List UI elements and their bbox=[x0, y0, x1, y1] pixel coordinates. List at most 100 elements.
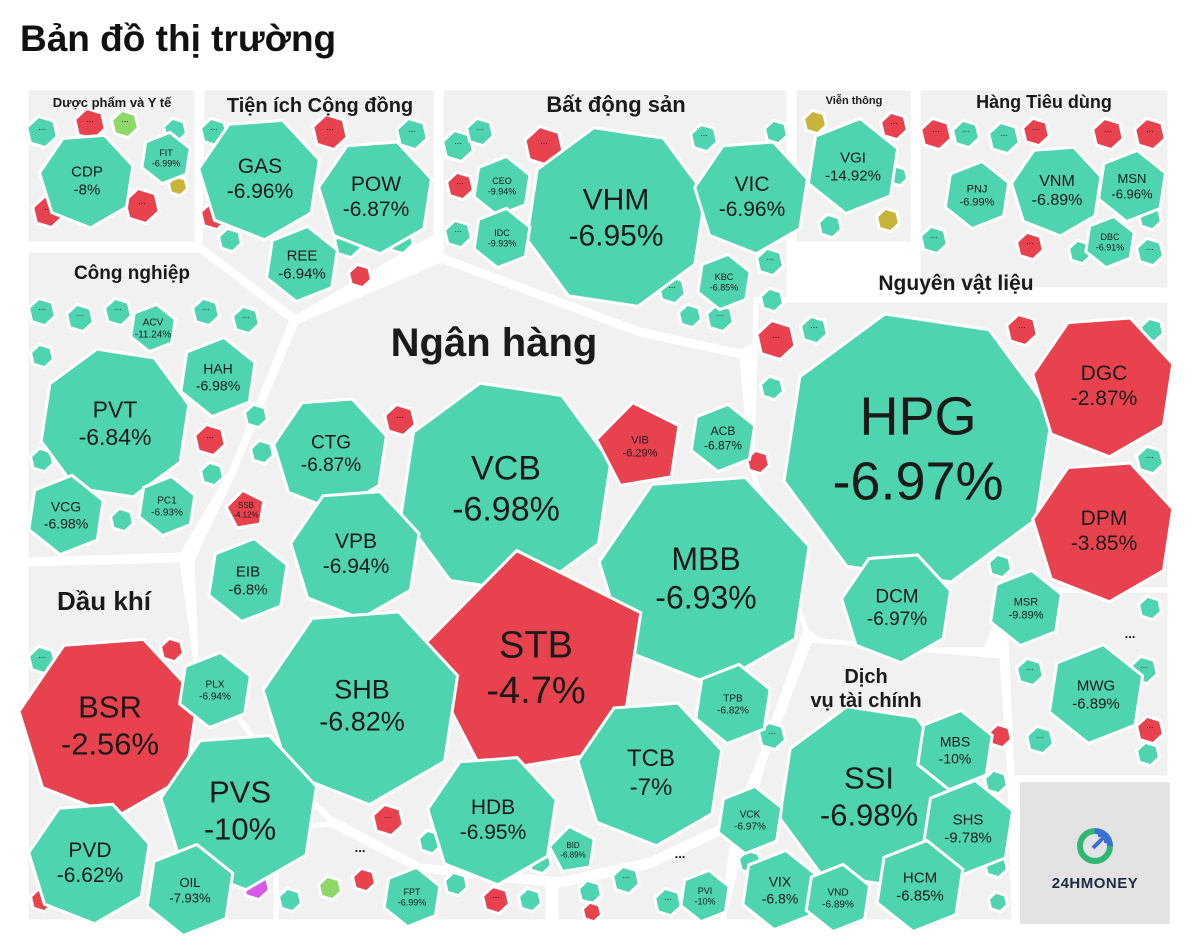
small-stock-cell[interactable]: ... bbox=[987, 120, 1021, 156]
small-stock-cell[interactable] bbox=[316, 874, 344, 902]
small-stock-cell[interactable]: ... bbox=[1091, 116, 1125, 152]
stock-cell-mwg[interactable]: MWG-6.89% bbox=[1047, 642, 1145, 746]
stock-tile-vib[interactable] bbox=[594, 400, 681, 487]
small-stock-cell[interactable] bbox=[1136, 594, 1164, 622]
stock-cell-cdp[interactable]: CDP-8% bbox=[37, 133, 135, 230]
small-stock-cell[interactable]: ... bbox=[688, 122, 720, 154]
small-stock-cell[interactable]: ... bbox=[395, 116, 429, 152]
small-stock-cell[interactable] bbox=[676, 302, 704, 330]
small-stock-cell[interactable]: ... bbox=[610, 864, 642, 896]
small-stock-cell[interactable]: ... bbox=[383, 402, 417, 438]
stock-tile-acv[interactable] bbox=[129, 302, 177, 354]
stock-tile-vnm[interactable] bbox=[1009, 145, 1103, 238]
small-stock-cell[interactable]: ... bbox=[480, 884, 512, 916]
stock-tile-hah[interactable] bbox=[179, 335, 257, 419]
small-stock-cell[interactable]: ... bbox=[64, 302, 96, 334]
small-stock-cell[interactable] bbox=[346, 262, 374, 290]
stock-cell-gas[interactable]: GAS-6.96% bbox=[197, 118, 321, 242]
small-stock-cell[interactable]: ... bbox=[754, 246, 786, 278]
stock-cell-pvd[interactable]: PVD-6.62% bbox=[27, 802, 151, 926]
small-stock-cell[interactable] bbox=[576, 878, 604, 906]
stock-cell-shb[interactable]: SHB-6.82% bbox=[261, 610, 460, 807]
stock-tile-fit[interactable] bbox=[140, 130, 192, 186]
stock-cell-mbs[interactable]: MBS-10% bbox=[916, 708, 994, 792]
stock-tile-dpm[interactable] bbox=[1031, 461, 1175, 604]
stock-tile-pvd[interactable] bbox=[27, 802, 151, 926]
stock-tile-dcm[interactable] bbox=[839, 553, 953, 665]
small-stock-cell[interactable]: ... bbox=[464, 116, 496, 148]
small-stock-cell[interactable] bbox=[248, 438, 276, 466]
stock-tile-msr[interactable] bbox=[988, 568, 1064, 648]
stock-cell-pvi[interactable]: PVI-10% bbox=[679, 868, 731, 924]
small-stock-cell[interactable]: ... bbox=[1134, 236, 1166, 268]
small-stock-cell[interactable]: ... bbox=[193, 422, 227, 458]
small-stock-cell[interactable]: ... bbox=[919, 116, 953, 152]
small-stock-cell[interactable] bbox=[801, 108, 829, 136]
stock-tile-kbc[interactable] bbox=[696, 252, 752, 312]
stock-cell-vcg[interactable]: VCG-6.98% bbox=[27, 473, 105, 557]
small-stock-cell[interactable]: ... bbox=[25, 114, 59, 150]
small-stock-cell[interactable] bbox=[276, 886, 304, 914]
stock-cell-fit[interactable]: FIT-6.99% bbox=[140, 130, 192, 186]
stock-cell-hdb[interactable]: HDB-6.95% bbox=[426, 756, 558, 887]
stock-tile-tcb[interactable] bbox=[576, 701, 724, 848]
stock-tile-idc[interactable] bbox=[472, 206, 532, 270]
stock-tile-hdb[interactable] bbox=[426, 756, 558, 887]
stock-tile-dbc[interactable] bbox=[1084, 214, 1136, 270]
small-stock-cell[interactable]: ... bbox=[1014, 656, 1046, 688]
brand-logo[interactable]: 24HMONEY bbox=[1020, 782, 1170, 924]
small-stock-cell[interactable]: ... bbox=[442, 218, 474, 250]
stock-tile-mwg[interactable] bbox=[1047, 642, 1145, 746]
stock-cell-dbc[interactable]: DBC-6.91% bbox=[1084, 214, 1136, 270]
stock-tile-pvt[interactable] bbox=[39, 347, 191, 499]
small-stock-cell[interactable] bbox=[108, 506, 136, 534]
stock-cell-plx[interactable]: PLX-6.94% bbox=[177, 650, 253, 730]
stock-cell-ssb[interactable]: SSB-4.12% bbox=[224, 488, 266, 530]
stock-tile-tpb[interactable] bbox=[694, 662, 772, 746]
stock-tile-eib[interactable] bbox=[207, 536, 289, 624]
small-stock-cell[interactable] bbox=[442, 870, 470, 898]
stock-cell-fpt[interactable]: FPT-6.99% bbox=[382, 865, 442, 929]
stock-tile-cdp[interactable] bbox=[37, 133, 135, 230]
stock-cell-bsr[interactable]: BSR-2.56% bbox=[17, 637, 200, 819]
stock-cell-ctg[interactable]: CTG-6.87% bbox=[272, 397, 388, 513]
stock-tile-vck[interactable] bbox=[716, 784, 784, 856]
small-stock-cell[interactable] bbox=[158, 636, 186, 664]
stock-tile-vcg[interactable] bbox=[27, 473, 105, 557]
stock-cell-kbc[interactable]: KBC-6.85% bbox=[696, 252, 752, 312]
small-stock-cell[interactable] bbox=[816, 212, 844, 240]
stock-tile-ssb[interactable] bbox=[224, 488, 266, 530]
stock-tile-ree[interactable] bbox=[264, 224, 340, 304]
stock-cell-dcm[interactable]: DCM-6.97% bbox=[839, 553, 953, 665]
small-stock-cell[interactable]: ... bbox=[1005, 312, 1039, 348]
small-stock-cell[interactable]: ... bbox=[1020, 116, 1052, 148]
small-stock-cell[interactable]: ... bbox=[755, 318, 797, 362]
stock-cell-hah[interactable]: HAH-6.98% bbox=[179, 335, 257, 419]
stock-tile-dgc[interactable] bbox=[1031, 316, 1175, 459]
small-stock-cell[interactable]: ... bbox=[1024, 724, 1056, 756]
small-stock-cell[interactable]: ... bbox=[444, 170, 476, 202]
stock-cell-pnj[interactable]: PNJ-6.99% bbox=[943, 159, 1011, 231]
small-stock-cell[interactable] bbox=[982, 768, 1010, 796]
small-stock-cell[interactable]: ... bbox=[1134, 714, 1166, 746]
small-stock-cell[interactable]: ... bbox=[652, 886, 684, 918]
small-stock-cell[interactable]: ... bbox=[918, 224, 950, 256]
small-stock-cell[interactable]: ... bbox=[26, 296, 58, 328]
small-stock-cell[interactable] bbox=[198, 460, 226, 488]
stock-tile-vic[interactable] bbox=[693, 140, 809, 256]
stock-cell-mbb[interactable]: MBB-6.93% bbox=[597, 475, 811, 688]
stock-cell-dgc[interactable]: DGC-2.87% bbox=[1031, 316, 1175, 459]
small-stock-cell[interactable]: ... bbox=[1014, 230, 1046, 262]
stock-tile-shb[interactable] bbox=[261, 610, 460, 807]
stock-cell-msn[interactable]: MSN-6.96% bbox=[1096, 148, 1168, 224]
stock-tile-fpt[interactable] bbox=[382, 865, 442, 929]
small-stock-cell[interactable] bbox=[580, 900, 604, 924]
stock-cell-oil[interactable]: OIL-7.93% bbox=[145, 842, 235, 938]
small-stock-cell[interactable]: ... bbox=[704, 302, 736, 334]
stock-tile-bid[interactable] bbox=[547, 824, 596, 874]
small-stock-cell[interactable] bbox=[986, 552, 1014, 580]
stock-cell-vgi[interactable]: VGI-14.92% bbox=[806, 116, 900, 216]
stock-cell-vnd[interactable]: VND-6.89% bbox=[804, 862, 872, 934]
small-stock-cell[interactable] bbox=[350, 866, 378, 894]
